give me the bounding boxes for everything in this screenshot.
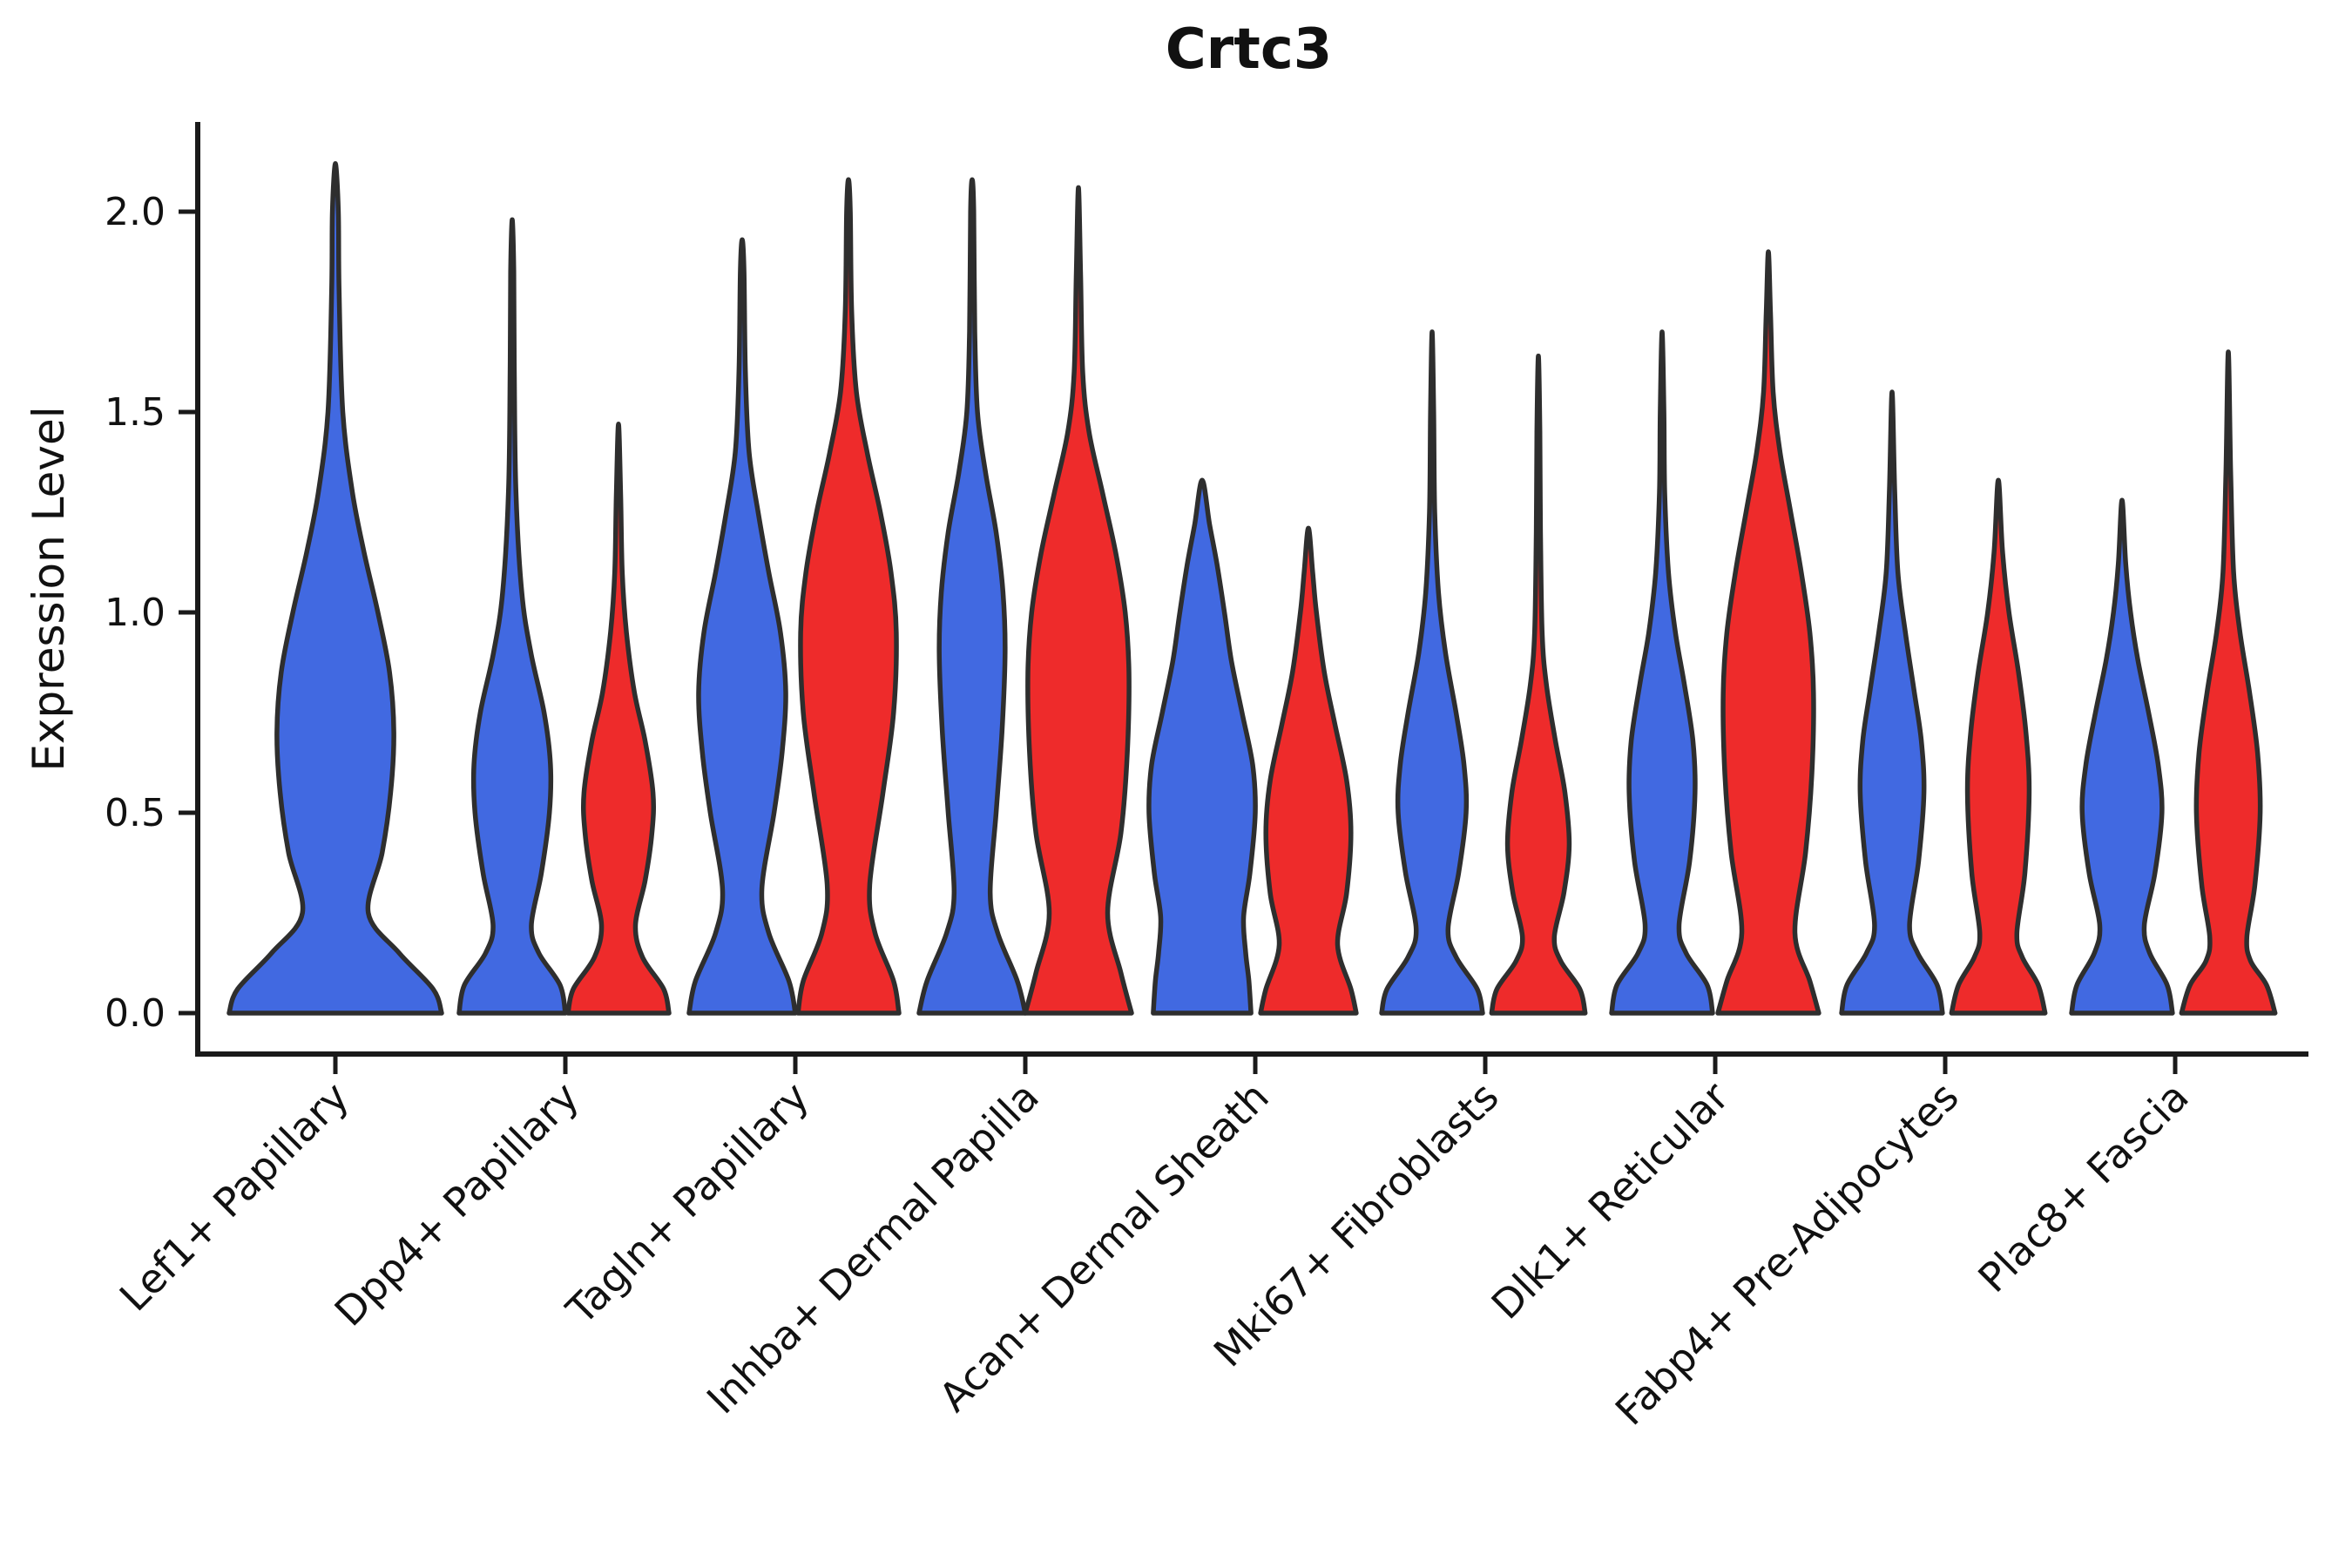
violin-Tagln+ Papillary-group-blue — [686, 237, 798, 1016]
violin-Tagln+ Papillary-group-red — [795, 177, 902, 1016]
violin-Acan+ Dermal Sheath-group-blue — [1146, 477, 1258, 1016]
violin-Inhba+ Dermal Papilla-group-blue — [916, 177, 1028, 1016]
violin-Plac8+ Fascia-group-red — [2179, 349, 2278, 1016]
violin-Mki67+ Fibroblasts-group-red — [1489, 353, 1588, 1016]
violin-Lef1+ Papillary-group-blue — [226, 161, 444, 1016]
violin-Fabp4+ Pre-Adipocytes-group-blue — [1839, 389, 1945, 1016]
x-tick-label: Lef1+ Papillary — [111, 1073, 358, 1321]
violin-Dpp4+ Papillary-group-blue — [456, 217, 568, 1016]
y-tick-label: 0.0 — [105, 991, 166, 1036]
x-tick-label: Tagln+ Papillary — [557, 1073, 818, 1335]
violin-Fabp4+ Pre-Adipocytes-group-red — [1949, 477, 2048, 1016]
y-tick-label: 1.5 — [105, 390, 166, 435]
x-tick-label: Dpp4+ Papillary — [326, 1073, 588, 1335]
violin-Mki67+ Fibroblasts-group-blue — [1379, 329, 1485, 1016]
y-tick-label: 1.0 — [105, 591, 166, 635]
violin-Plac8+ Fascia-group-blue — [2069, 497, 2175, 1016]
violin-Acan+ Dermal Sheath-group-red — [1258, 525, 1359, 1016]
x-tick-label: Dlk1+ Reticular — [1483, 1073, 1738, 1328]
y-tick-label: 0.5 — [105, 791, 166, 835]
violin-Inhba+ Dermal Papilla-group-red — [1023, 185, 1134, 1016]
violin-Dlk1+ Reticular-group-blue — [1609, 329, 1715, 1016]
chart-title: Crtc3 — [1165, 17, 1333, 82]
x-tick-label: Plac8+ Fascia — [1969, 1073, 2197, 1301]
y-tick-label: 2.0 — [105, 190, 166, 234]
violin-Dpp4+ Papillary-group-red — [565, 422, 672, 1016]
violin-Dlk1+ Reticular-group-red — [1715, 249, 1821, 1016]
